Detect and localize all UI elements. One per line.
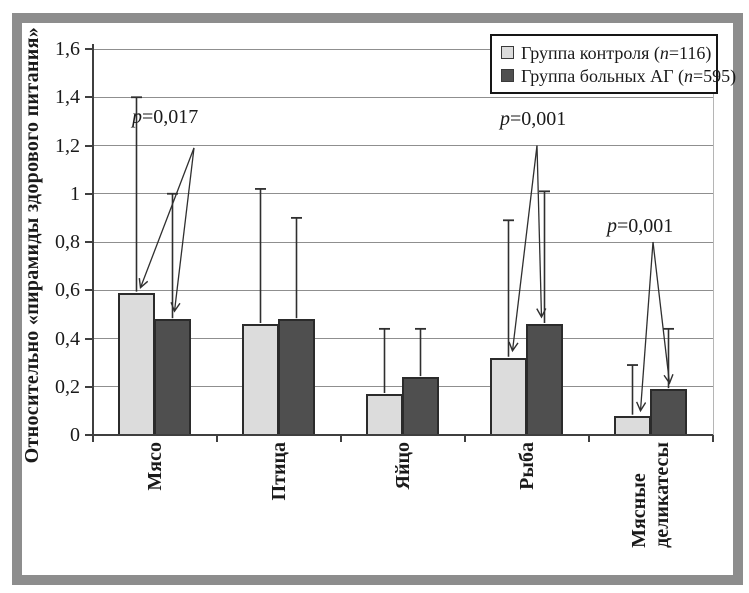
annotation-arrow: [641, 241, 654, 411]
bar-patients-4: [650, 389, 687, 436]
gridline: [93, 241, 713, 243]
y-tick-label: 0,2: [55, 375, 80, 398]
bar-patients-3: [526, 324, 563, 436]
x-axis-tick: [216, 435, 218, 442]
x-axis-tick: [464, 435, 466, 442]
x-axis-line: [92, 434, 713, 436]
gridline: [93, 96, 713, 98]
annotation-arrow: [513, 145, 538, 351]
y-tick-label: 1,4: [55, 86, 80, 109]
p-value-label: p=0,001: [607, 215, 674, 237]
y-axis-tick: [85, 192, 93, 195]
gridline: [93, 289, 713, 291]
p-value-label: p=0,001: [500, 108, 567, 130]
y-tick-label: 1,2: [55, 134, 80, 157]
x-axis-tick: [92, 435, 94, 442]
bar-patients-1: [278, 319, 315, 436]
y-axis-tick: [85, 385, 93, 388]
y-axis-tick: [85, 48, 93, 50]
y-tick-label: 0,8: [55, 231, 80, 253]
annotation-arrow: [652, 241, 670, 383]
y-axis-tick: [85, 434, 93, 436]
y-axis-tick: [85, 96, 93, 99]
legend-label: Группа больных АГ (n=595): [521, 65, 737, 86]
legend-box: Группа контроля (n=116) Группа больных АГ…: [490, 34, 736, 94]
gridline: [93, 338, 713, 339]
x-axis-tick: [588, 435, 590, 442]
annotation-arrow: [175, 147, 195, 311]
legend-swatch: [501, 69, 514, 82]
y-axis-tick: [85, 337, 93, 340]
gridline: [93, 145, 713, 146]
gridline: [93, 48, 713, 50]
legend-entry: Группа больных АГ (n=595): [501, 66, 736, 86]
x-axis-tick: [340, 435, 342, 442]
x-axis-tick: [712, 435, 714, 442]
legend-label: Группа контроля (n=116): [521, 42, 712, 63]
y-axis-tick: [85, 144, 93, 147]
p-value-label: p=0,017: [132, 106, 199, 128]
plot-area-right-edge: [713, 49, 714, 435]
gridline: [93, 193, 713, 195]
y-axis-tick: [85, 289, 93, 292]
y-axis-tick: [85, 241, 93, 243]
y-axis-line: [92, 44, 94, 436]
annotation-arrow-group: [141, 145, 670, 411]
annotation-arrow: [141, 147, 195, 288]
y-tick-label: 1: [70, 182, 80, 205]
y-tick-label: 0,6: [55, 279, 80, 302]
annotation-arrow: [537, 145, 542, 318]
legend-swatch: [501, 46, 514, 59]
y-tick-label: 0,4: [55, 327, 80, 350]
y-tick-label: 1,6: [55, 38, 80, 60]
y-tick-label: 0: [70, 424, 80, 446]
legend-entry: Группа контроля (n=116): [501, 43, 716, 63]
error-bar-group: [131, 96, 674, 415]
bar-control-3: [490, 357, 527, 436]
